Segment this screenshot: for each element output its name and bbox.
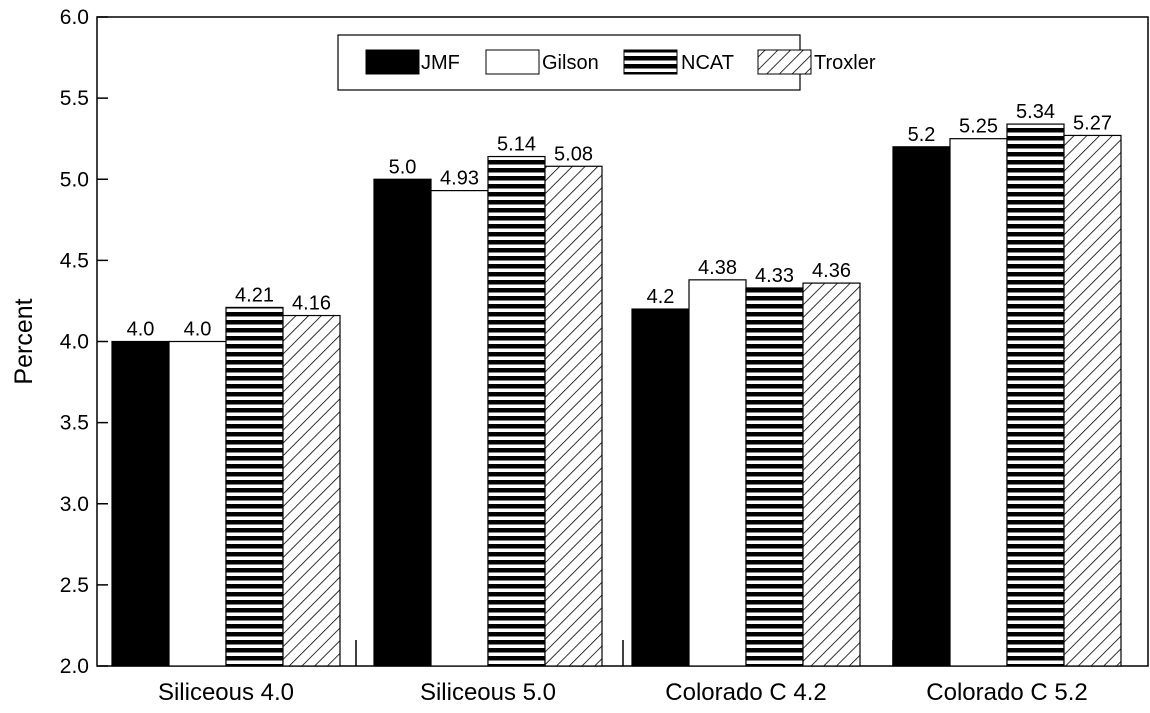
bar-value-label: 4.33 <box>755 265 794 287</box>
legend-swatch-troxler <box>757 49 812 75</box>
bar-value-label: 5.14 <box>497 134 536 156</box>
bar-gilson <box>168 340 227 667</box>
y-tick-label: 3.0 <box>60 493 89 516</box>
bar-value-label: 5.0 <box>389 156 417 178</box>
legend-swatch-ncat <box>623 49 678 75</box>
bar-troxler <box>1063 134 1122 667</box>
bar-value-label: 4.38 <box>698 257 737 279</box>
bar-value-label: 5.08 <box>554 143 593 165</box>
bar-value-label: 5.34 <box>1016 101 1055 123</box>
x-tick-label: Siliceous 5.0 <box>420 679 556 706</box>
bar-value-label: 4.36 <box>812 260 851 282</box>
bar-troxler <box>282 314 341 667</box>
y-axis-label: Percent <box>10 298 38 384</box>
y-tick-label: 2.0 <box>60 655 89 678</box>
x-tick-label: Colorado C 5.2 <box>926 679 1087 706</box>
bar-gilson <box>949 138 1008 667</box>
bar-gilson <box>688 279 747 667</box>
legend-label-gilson: Gilson <box>542 52 599 74</box>
bar-value-label: 4.16 <box>292 293 331 315</box>
bar-ncat <box>487 155 546 667</box>
y-tick-label: 4.5 <box>60 249 89 272</box>
bar-ncat <box>225 306 284 667</box>
bar-value-label: 5.25 <box>959 116 998 138</box>
bar-jmf <box>111 340 170 667</box>
bar-value-label: 4.21 <box>235 284 274 306</box>
legend-label-jmf: JMF <box>421 52 460 74</box>
bar-value-label: 4.0 <box>127 319 155 341</box>
bar-troxler <box>802 282 861 667</box>
bar-ncat <box>1006 123 1065 667</box>
legend-label-troxler: Troxler <box>814 52 876 74</box>
x-tick-label: Colorado C 4.2 <box>665 679 826 706</box>
bar-value-label: 4.0 <box>184 319 212 341</box>
bar-value-label: 5.2 <box>908 124 936 146</box>
bar-troxler <box>544 165 603 667</box>
legend-label-ncat: NCAT <box>681 52 734 74</box>
y-tick-label: 4.0 <box>60 331 89 354</box>
y-tick-label: 3.5 <box>60 412 89 435</box>
legend-swatch-jmf <box>365 49 420 75</box>
bar-jmf <box>373 178 432 667</box>
y-tick-label: 5.5 <box>60 87 89 110</box>
x-tick-label: Siliceous 4.0 <box>158 679 294 706</box>
legend-swatch-gilson <box>485 49 540 75</box>
y-tick-label: 5.0 <box>60 168 89 191</box>
y-tick-label: 2.5 <box>60 574 89 597</box>
y-tick-label: 6.0 <box>60 6 89 29</box>
bar-jmf <box>631 308 690 667</box>
bar-ncat <box>745 287 804 667</box>
bar-value-label: 5.27 <box>1073 112 1112 134</box>
bar-value-label: 4.93 <box>440 168 479 190</box>
bar-gilson <box>430 190 489 667</box>
bar-jmf <box>892 146 951 667</box>
bar-value-label: 4.2 <box>647 286 675 308</box>
